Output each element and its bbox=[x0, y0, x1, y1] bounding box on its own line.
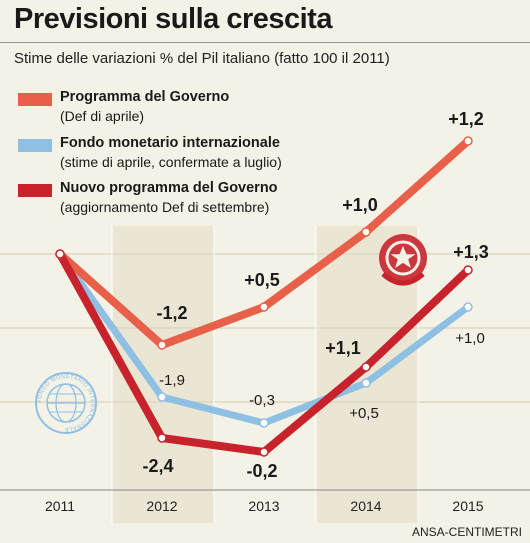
data-point bbox=[361, 227, 371, 237]
data-point bbox=[361, 378, 371, 388]
legend-swatch-nuovo bbox=[18, 184, 52, 197]
source-credit: ANSA-CENTIMETRI bbox=[411, 525, 522, 539]
title-divider bbox=[0, 42, 530, 43]
data-label: +1,0 bbox=[342, 195, 378, 215]
legend-note-governo: (Def di aprile) bbox=[60, 108, 145, 124]
data-point bbox=[259, 418, 269, 428]
data-label: -0,2 bbox=[246, 461, 277, 481]
year-band-2011 bbox=[10, 226, 112, 523]
data-label: +1,0 bbox=[455, 330, 485, 347]
data-point bbox=[157, 433, 167, 443]
data-point bbox=[463, 136, 473, 146]
data-point bbox=[55, 249, 65, 259]
data-point bbox=[361, 362, 371, 372]
data-point bbox=[463, 265, 473, 275]
x-tick-label: 2011 bbox=[45, 498, 75, 514]
legend-note-nuovo: (aggiornamento Def di settembre) bbox=[60, 199, 270, 215]
data-labels: -1,2 +0,5 +1,0 +1,2 -1,9 -0,3 +0,5 +1,0 -2,4 -0,2… bbox=[142, 109, 488, 481]
data-label: +0,5 bbox=[349, 405, 379, 422]
x-tick-label: 2013 bbox=[248, 498, 279, 514]
legend-note-fmi: (stime di aprile, confermate a luglio) bbox=[60, 154, 282, 170]
series-points bbox=[55, 136, 473, 457]
data-label: +0,5 bbox=[244, 270, 280, 290]
chart-title: Previsioni sulla crescita bbox=[14, 3, 332, 35]
italian-republic-emblem-icon bbox=[379, 234, 427, 286]
data-point bbox=[259, 302, 269, 312]
chart-subtitle: Stime delle variazioni % del Pil italian… bbox=[14, 50, 390, 67]
data-point bbox=[463, 302, 473, 312]
legend-swatch-fmi bbox=[18, 139, 52, 152]
year-band-2013 bbox=[214, 226, 316, 523]
data-label: +1,2 bbox=[448, 109, 484, 129]
data-label: +1,3 bbox=[453, 242, 489, 262]
data-label: -2,4 bbox=[142, 456, 173, 476]
data-point bbox=[157, 340, 167, 350]
data-label: +1,1 bbox=[325, 338, 361, 358]
legend-label-nuovo: Nuovo programma del Governo bbox=[60, 180, 278, 196]
x-tick-label: 2012 bbox=[146, 498, 177, 514]
data-point bbox=[157, 392, 167, 402]
data-label: -1,2 bbox=[156, 303, 187, 323]
legend-label-governo: Programma del Governo bbox=[60, 89, 230, 105]
x-tick-label: 2015 bbox=[452, 498, 483, 514]
data-label: -0,3 bbox=[249, 392, 275, 409]
data-point bbox=[259, 447, 269, 457]
year-band-2015 bbox=[418, 226, 520, 523]
legend-label-fmi: Fondo monetario internazionale bbox=[60, 135, 280, 151]
x-tick-label: 2014 bbox=[350, 498, 381, 514]
legend-swatch-governo bbox=[18, 93, 52, 106]
data-label: -1,9 bbox=[159, 372, 185, 389]
x-axis: 2011 2012 2013 2014 2015 bbox=[0, 489, 530, 514]
